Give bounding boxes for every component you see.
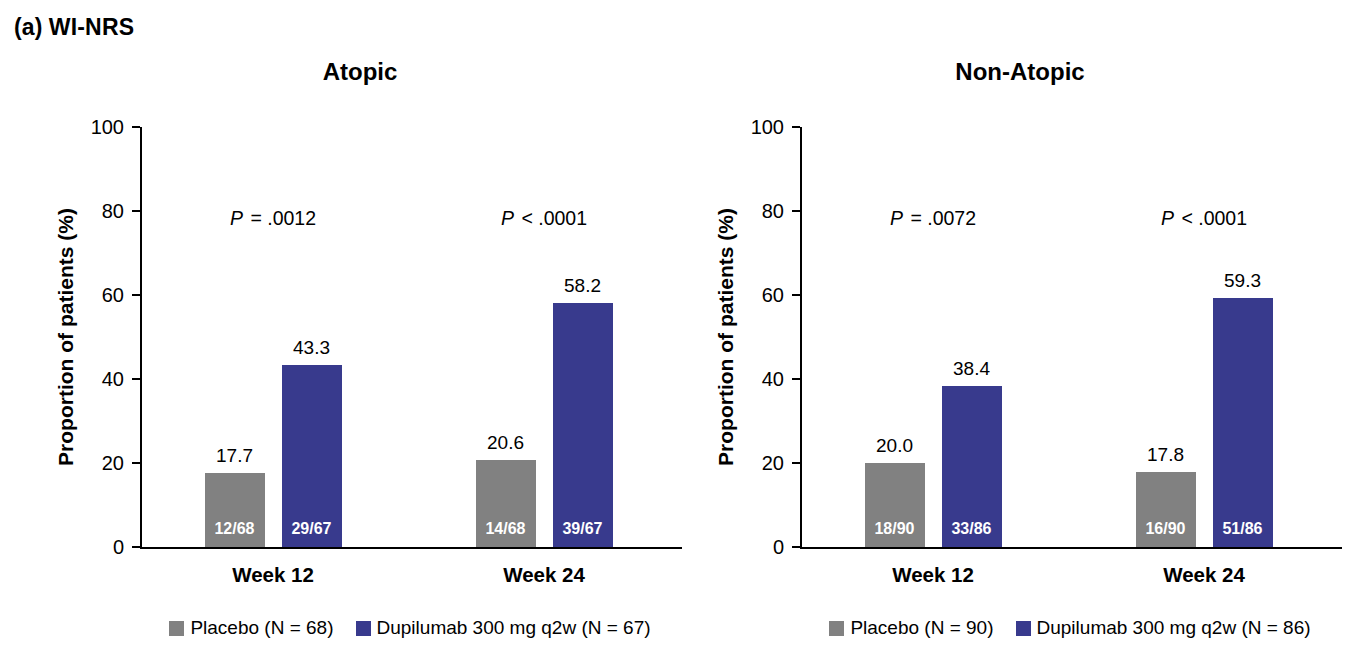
figure-label: (a)WI-NRS [14,14,134,41]
plot-area: 02040608010017.712/6843.329/67P = .0012W… [140,127,682,549]
figure-panel-letter: (a) [14,14,43,40]
y-tick-label: 100 [76,116,124,138]
bar-value-label: 17.7 [190,445,280,467]
y-axis-title: Proportion of patients (%) [714,208,738,466]
legend-color-swatch [829,621,844,636]
figure-page: { "figure": { "panel_letter": "(a)", "pa… [0,0,1369,652]
y-tick-label: 20 [76,452,124,474]
chart-title: Non-Atopic [690,58,1350,86]
p-value-label: P < .0001 [449,207,639,230]
p-value-label: P = .0012 [178,207,368,230]
legend: Placebo (N = 90) Dupilumab 300 mg q2w (N … [800,617,1340,639]
y-tick-label: 40 [736,368,784,390]
x-category-label: Week 12 [848,563,1018,587]
bar-fraction-label: 39/67 [553,520,613,538]
bar-value-label: 17.8 [1121,444,1211,466]
legend-item-placebo: Placebo (N = 90) [829,617,993,639]
bar-fraction-label: 29/67 [282,520,342,538]
bar-value-label: 20.6 [461,432,551,454]
plot-area: 02040608010020.018/9038.433/86P = .0072W… [800,127,1342,549]
legend-color-swatch [1016,621,1031,636]
y-tick-label: 40 [76,368,124,390]
y-tick [792,294,800,297]
bar-fraction-label: 14/68 [476,520,536,538]
x-category-label: Week 12 [188,563,358,587]
chart-panel-atopic: Atopic Proportion of patients (%) 0 20 40 60 8… [30,48,690,648]
y-tick-label: 0 [736,536,784,558]
bar-value-label: 20.0 [850,435,940,457]
legend-color-swatch [356,621,371,636]
bar-fraction-label: 16/90 [1136,520,1196,538]
p-value-label: P = .0072 [838,207,1028,230]
bar-fraction-label: 33/86 [942,520,1002,538]
bar-value-label: 43.3 [267,337,357,359]
y-tick-label: 0 [76,536,124,558]
legend: Placebo (N = 68) Dupilumab 300 mg q2w (N … [140,617,680,639]
chart-panel-non-atopic: Non-Atopic Proportion of patients (%) 0 20 4… [690,48,1350,648]
bar-fraction-label: 12/68 [205,520,265,538]
bar-fraction-label: 51/86 [1213,520,1273,538]
charts-row: Atopic Proportion of patients (%) 0 20 40 60 8… [30,48,1350,648]
y-tick-label: 60 [736,284,784,306]
legend-item-dupilumab: Dupilumab 300 mg q2w (N = 86) [1016,617,1311,639]
x-category-label: Week 24 [1119,563,1289,587]
y-tick [132,546,140,549]
y-tick-label: 80 [76,200,124,222]
y-tick [132,294,140,297]
legend-item-dupilumab: Dupilumab 300 mg q2w (N = 67) [356,617,651,639]
legend-color-swatch [169,621,184,636]
y-axis-title: Proportion of patients (%) [54,208,78,466]
y-tick [132,126,140,129]
legend-label: Dupilumab 300 mg q2w (N = 86) [1037,617,1311,639]
y-tick-label: 60 [76,284,124,306]
legend-label: Placebo (N = 90) [850,617,993,639]
y-tick [792,210,800,213]
y-tick [792,378,800,381]
y-tick [132,378,140,381]
bar-value-label: 38.4 [927,358,1017,380]
y-tick [792,546,800,549]
p-value-label: P < .0001 [1109,207,1299,230]
y-tick [792,462,800,465]
y-tick [792,126,800,129]
chart-title: Atopic [30,58,690,86]
y-tick [132,210,140,213]
legend-item-placebo: Placebo (N = 68) [169,617,333,639]
y-tick-label: 20 [736,452,784,474]
bar-value-label: 58.2 [538,275,628,297]
legend-label: Dupilumab 300 mg q2w (N = 67) [377,617,651,639]
bar-value-label: 59.3 [1198,270,1288,292]
y-tick [132,462,140,465]
x-category-label: Week 24 [459,563,629,587]
bar-dupilumab-week-24 [553,303,613,547]
bar-fraction-label: 18/90 [865,520,925,538]
y-tick-label: 80 [736,200,784,222]
bar-dupilumab-week-24 [1213,298,1273,547]
y-tick-label: 100 [736,116,784,138]
legend-label: Placebo (N = 68) [190,617,333,639]
figure-panel-title: WI-NRS [49,14,135,40]
